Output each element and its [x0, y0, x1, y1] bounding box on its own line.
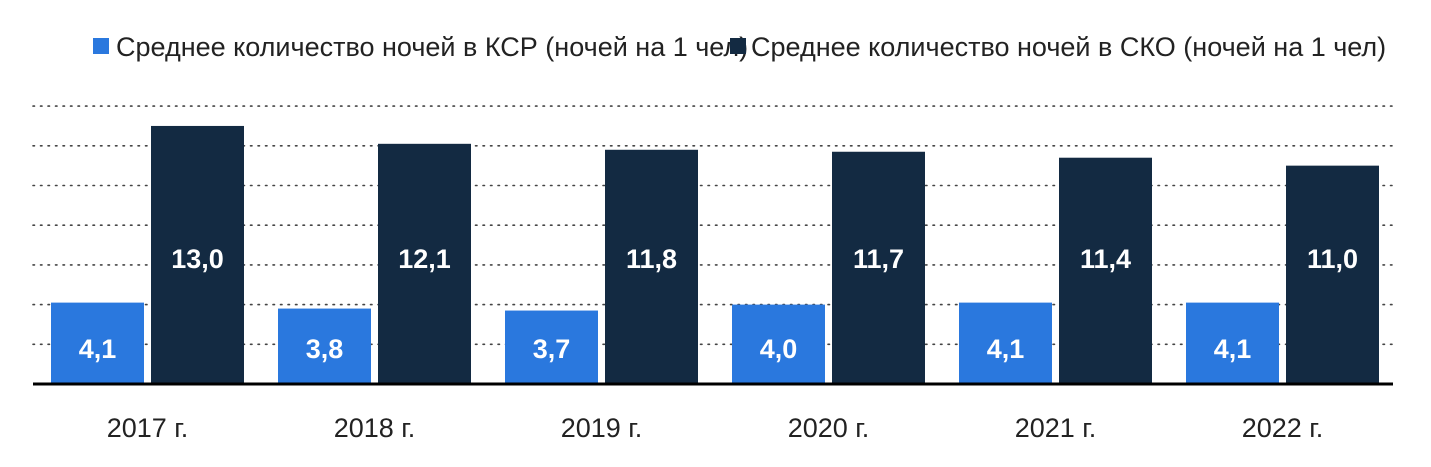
data-label-sko-3: 11,8	[626, 244, 677, 274]
bars: 4,1 13,0 3,8 12,1 3,7 11,8 4,0 11,7 4,1 11,4 4,1 11…	[51, 125, 1379, 384]
data-label-sko-5: 11,4	[1080, 244, 1131, 274]
bar-sko-4	[832, 151, 925, 384]
bar-sko-5	[1059, 157, 1152, 384]
bar-sko-6	[1286, 165, 1379, 384]
data-label-ksr-4: 4,0	[760, 334, 798, 364]
x-tick-label-3: 2019 г.	[561, 413, 643, 443]
legend: Среднее количество ночей в КСР (ночей на…	[93, 32, 1386, 62]
x-tick-label-5: 2021 г.	[1015, 413, 1097, 443]
bar-ksr-4	[732, 304, 825, 384]
bar-ksr-2	[278, 308, 371, 384]
bar-sko-2	[378, 143, 471, 384]
data-label-sko-2: 12,1	[398, 244, 451, 274]
legend-label-1: Среднее количество ночей в КСР (ночей на…	[116, 32, 748, 62]
data-label-ksr-3: 3,7	[533, 334, 571, 364]
legend-swatch-2	[730, 38, 746, 54]
bar-ksr-5	[959, 302, 1052, 384]
data-label-ksr-2: 3,8	[306, 334, 344, 364]
legend-swatch-1	[93, 38, 109, 54]
data-label-sko-4: 11,7	[853, 244, 904, 274]
data-label-sko-6: 11,0	[1307, 244, 1358, 274]
x-tick-label-1: 2017 г.	[107, 413, 189, 443]
bar-sko-1	[151, 125, 244, 384]
data-label-ksr-1: 4,1	[79, 334, 117, 364]
data-label-ksr-6: 4,1	[1214, 334, 1252, 364]
bar-ksr-3	[505, 310, 598, 384]
x-tick-label-2: 2018 г.	[334, 413, 416, 443]
bar-sko-3	[605, 149, 698, 384]
x-tick-label-6: 2022 г.	[1242, 413, 1324, 443]
gridlines	[32, 105, 1394, 346]
data-label-ksr-5: 4,1	[987, 334, 1025, 364]
data-label-sko-1: 13,0	[171, 244, 224, 274]
x-tick-label-4: 2020 г.	[788, 413, 870, 443]
x-tick-labels: 2017 г. 2018 г. 2019 г. 2020 г. 2021 г. 2022 …	[107, 413, 1324, 443]
legend-label-2: Среднее количество ночей в СКО (ночей на…	[751, 32, 1386, 62]
bar-ksr-6	[1186, 302, 1279, 384]
bar-ksr-1	[51, 302, 144, 384]
